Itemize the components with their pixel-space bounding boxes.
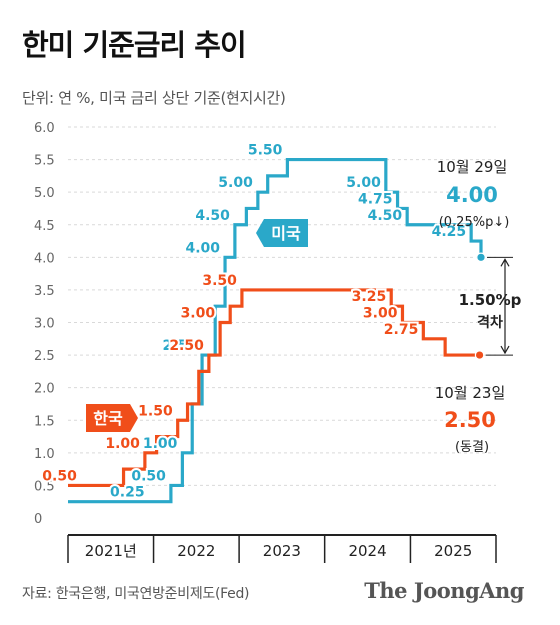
- value-labels: 0.250.501.002.504.004.505.005.505.004.75…: [40, 141, 468, 503]
- series-lines: [68, 157, 486, 504]
- y-tick-label: 3.0: [34, 317, 55, 332]
- y-tick-label: 6.0: [34, 121, 55, 136]
- gap-arrow-up: [500, 258, 510, 267]
- data-label: 4.00: [185, 240, 220, 256]
- data-label: 5.00: [346, 175, 381, 191]
- data-label: 1.50: [138, 403, 173, 419]
- x-tick-label: 2024: [348, 542, 386, 560]
- source-note: 자료: 한국은행, 미국연방준비제도(Fed): [22, 586, 250, 602]
- korea-rate-line: [68, 288, 480, 488]
- kr-end-value: 2.50: [444, 408, 496, 432]
- us-rate-line: [68, 157, 483, 504]
- gridlines: [68, 126, 496, 486]
- data-label: 4.75: [358, 191, 393, 207]
- data-label: 3.00: [181, 306, 216, 322]
- us-end-note: (0.25%p↓): [439, 215, 510, 230]
- data-label: 3.50: [202, 273, 237, 289]
- chart-subtitle: 단위: 연 %, 미국 금리 상단 기준(현지시간): [22, 89, 286, 107]
- data-label: 1.00: [143, 436, 178, 452]
- data-label: 2.50: [169, 338, 204, 354]
- x-tick-label: 2025: [434, 542, 472, 560]
- us-series-tag: 미국: [256, 219, 308, 247]
- data-label: 3.00: [363, 306, 398, 322]
- chart-title: 한미 기준금리 추이: [22, 28, 247, 62]
- y-tick-label: 5.0: [34, 186, 55, 201]
- y-tick-label: 4.0: [34, 251, 55, 266]
- x-tick-label: 2023: [263, 542, 301, 560]
- gap-value: 1.50%p: [459, 291, 522, 309]
- data-label: 5.00: [218, 175, 253, 191]
- y-tick-label: 1.5: [34, 414, 55, 429]
- us-end-point: [476, 252, 486, 263]
- data-label: 0.50: [42, 468, 77, 484]
- kr-end-date: 10월 23일: [435, 384, 506, 402]
- data-label: 1.00: [105, 436, 140, 452]
- x-axis: 2021년 2022 2023 2024 2025: [67, 534, 497, 563]
- korea-series-tag: 한국: [86, 404, 138, 432]
- y-tick-label: 2.0: [34, 382, 55, 397]
- data-label: 0.25: [110, 485, 145, 501]
- data-label: 5.50: [248, 143, 283, 159]
- data-label: 0.50: [131, 468, 166, 484]
- y-tick-label: 0.5: [34, 479, 55, 494]
- data-label: 4.50: [368, 208, 403, 224]
- data-label: 4.50: [195, 208, 230, 224]
- y-tick-labels: 0 0.5 1.0 1.5 2.0 2.5 3.0 3.5 4.0 4.5 5.0 5.5 6.0: [34, 121, 55, 527]
- korea-series-tag-text: 한국: [93, 409, 123, 428]
- us-series-tag-text: 미국: [271, 224, 301, 243]
- us-end-value: 4.00: [446, 183, 498, 207]
- data-label: 3.25: [352, 289, 387, 305]
- gap-arrow-down: [500, 345, 510, 355]
- data-label: 2.75: [384, 322, 419, 338]
- korea-series-tag-box: [86, 404, 138, 432]
- gap-label: 격차: [477, 314, 503, 331]
- y-tick-label: 1.0: [34, 447, 55, 462]
- brand-logo: The JoongAng: [364, 578, 524, 603]
- us-series-tag-box: [256, 219, 308, 247]
- y-tick-label: 0: [34, 512, 42, 527]
- us-end-date: 10월 29일: [437, 158, 508, 176]
- y-tick-label: 2.5: [34, 349, 55, 364]
- y-tick-label: 5.5: [34, 154, 55, 169]
- y-tick-label: 3.5: [34, 284, 55, 299]
- x-tick-label: 2021년: [85, 542, 137, 560]
- gap-indicator: [485, 256, 513, 356]
- korea-end-point: [474, 350, 485, 360]
- data-label: 4.25: [432, 224, 467, 240]
- x-tick-label: 2022: [177, 542, 215, 560]
- kr-end-note: (동결): [455, 440, 489, 455]
- y-tick-label: 4.5: [34, 219, 55, 234]
- data-label: 2.50: [163, 338, 198, 354]
